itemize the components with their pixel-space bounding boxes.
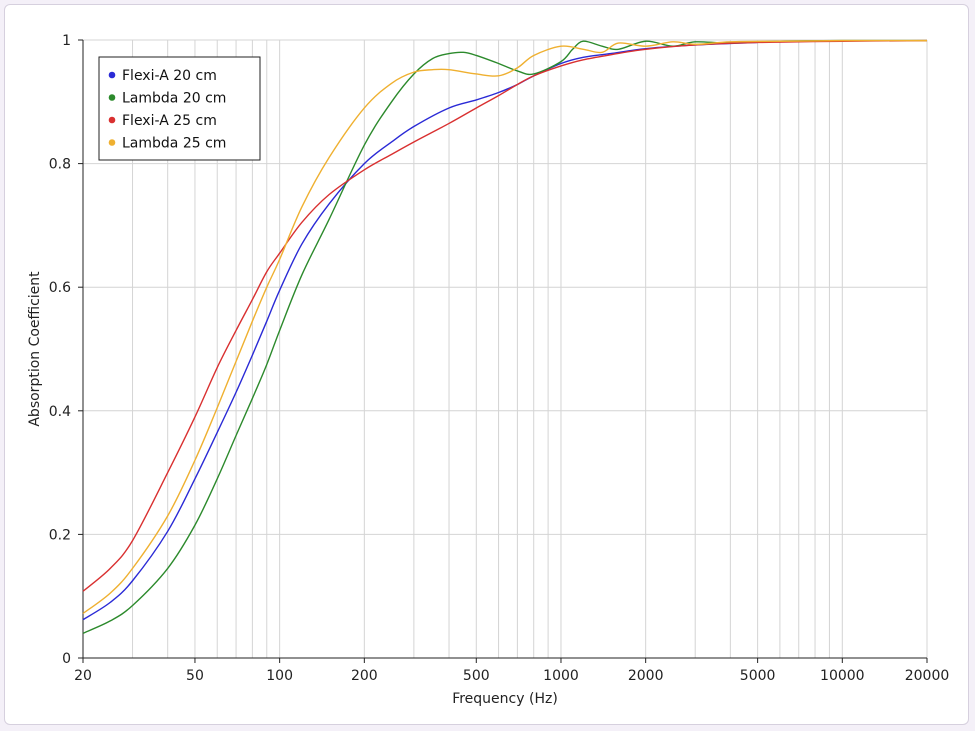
x-tick-label: 10000 — [820, 668, 865, 684]
legend-marker-lambda-20-cm — [108, 94, 116, 101]
legend-label-flexi-a-25-cm: Flexi-A 25 cm — [122, 113, 217, 129]
x-tick-label: 50 — [186, 668, 204, 684]
legend-marker-lambda-25-cm — [108, 139, 116, 146]
x-tick-label: 5000 — [740, 668, 776, 684]
legend-marker-flexi-a-25-cm — [108, 116, 116, 124]
y-tick-label: 1 — [62, 33, 71, 49]
x-tick-label: 200 — [351, 668, 378, 684]
y-axis-title: Absorption Coefficient — [27, 271, 43, 427]
legend-label-lambda-25-cm: Lambda 25 cm — [122, 136, 226, 152]
series-lines — [82, 39, 928, 634]
series-line-flexi-a-20-cm — [82, 41, 758, 621]
y-tick-label: 0.4 — [49, 404, 71, 420]
axes — [82, 40, 927, 659]
x-tick-label: 20 — [74, 668, 92, 684]
y-tick-label: 0 — [62, 651, 71, 667]
y-tick-label: 0.6 — [49, 280, 71, 296]
series-line-flexi-a-25-cm — [82, 39, 928, 592]
legend-label-flexi-a-20-cm: Flexi-A 20 cm — [122, 68, 217, 84]
tick-labels: 20 50 100 200 500 1000 2000 5000 10000 20000 0 0.2 0… — [49, 33, 950, 684]
x-tick-label: 100 — [266, 668, 293, 684]
legend-label-lambda-20-cm: Lambda 20 cm — [122, 91, 226, 107]
x-tick-label: 20000 — [905, 668, 950, 684]
legend-marker-flexi-a-20-cm — [108, 71, 116, 79]
series-line-lambda-25-cm — [82, 39, 928, 615]
x-tick-label: 1000 — [543, 668, 579, 684]
legend: Flexi-A 20 cm Lambda 20 cm Flexi-A 25 cm La… — [98, 56, 261, 161]
legend-box — [98, 56, 261, 161]
y-tick-label: 0.2 — [49, 527, 71, 543]
y-tick-label: 0.8 — [49, 157, 71, 173]
series-line-lambda-20-cm — [82, 39, 928, 634]
x-tick-label: 500 — [463, 668, 490, 684]
grid — [83, 39, 928, 658]
x-tick-label: 2000 — [628, 668, 664, 684]
x-axis-title: Frequency (Hz) — [452, 691, 558, 707]
